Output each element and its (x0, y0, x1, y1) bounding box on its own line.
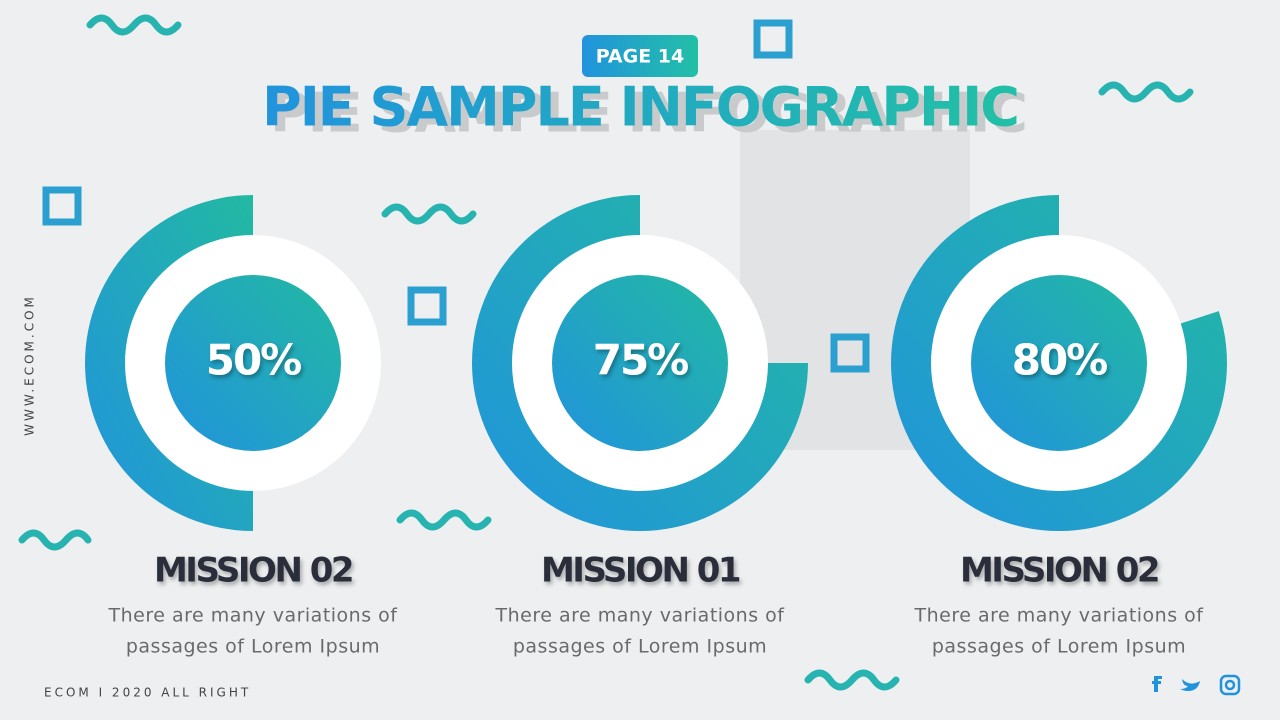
page-badge (582, 35, 698, 77)
caption: passages of Lorem Ipsum (513, 636, 767, 658)
decorations (18, 14, 1194, 691)
value-label: 50% (206, 336, 301, 385)
donut-center (165, 275, 341, 451)
social-icons (1152, 674, 1241, 696)
caption: passages of Lorem Ipsum (126, 636, 380, 658)
footer: ECOM I 2020 ALL RIGHT (44, 686, 251, 700)
title-shadow: PIE SAMPLE INFOGRAPHIC (270, 82, 1026, 145)
value-label: 80% (1012, 336, 1107, 385)
mission-title: MISSION 01 (541, 551, 740, 591)
caption: There are many variations of (495, 605, 786, 627)
title: PIE SAMPLE INFOGRAPHIC (262, 76, 1018, 139)
caption: There are many variations of (914, 605, 1205, 627)
caption: passages of Lorem Ipsum (932, 636, 1186, 658)
caption: There are many variations of (108, 605, 399, 627)
donut-center (971, 275, 1147, 451)
donut-center (552, 275, 728, 451)
page-label: PAGE 14 (596, 46, 685, 68)
website: WWW.ECOM.COM (23, 294, 37, 436)
value-label: 75% (593, 336, 688, 385)
mission-title: MISSION 02 (154, 551, 352, 591)
mission-title: MISSION 02 (960, 551, 1158, 591)
